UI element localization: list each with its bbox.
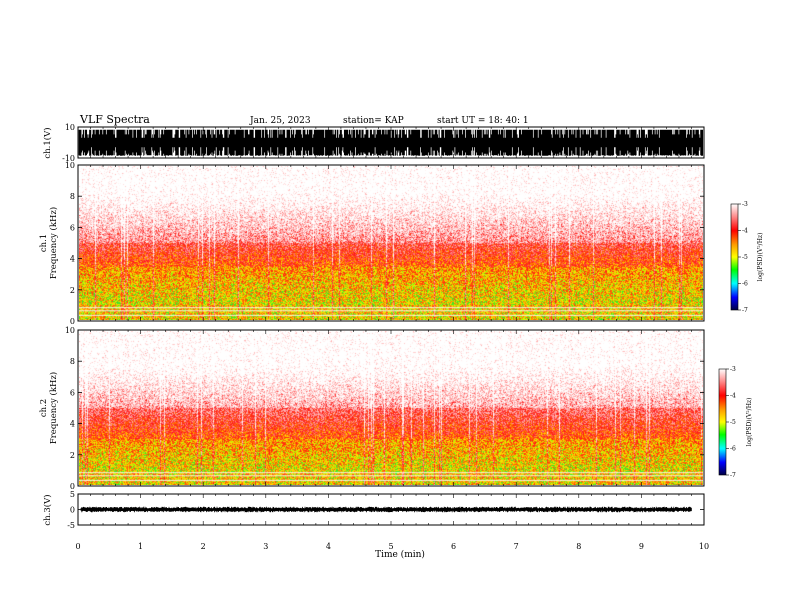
waveform-ch1-panel: 10 -10 ch.1(V) — [42, 123, 705, 163]
colorbar-tick-label: -5 — [742, 254, 748, 261]
ytick-label: -5 — [67, 521, 75, 530]
spectrogram-ch2-ylabel2: Frequency (kHz) — [48, 372, 59, 444]
ytick-label: 4 — [70, 420, 75, 429]
spectrogram-ch1-ylabel: ch.1 — [39, 234, 49, 252]
ytick-label: 8 — [70, 192, 75, 201]
xtick-label: 2 — [201, 542, 206, 551]
ytick-label: 6 — [70, 223, 75, 232]
spectrogram-ch2-yticks: 0 2 4 6 8 10 — [65, 326, 705, 491]
time-axis-label: Time (min) — [375, 549, 425, 560]
waveform-ch3-ylabel: ch.3(V) — [42, 494, 53, 525]
xtick-label: 7 — [514, 542, 519, 551]
colorbar-ch1-label: log(PSD)(V²/Hz) — [757, 233, 764, 282]
waveform-ch1-ylabel: ch.1(V) — [42, 127, 53, 158]
waveform-ch3-line — [80, 506, 692, 513]
xtick-label: 5 — [388, 542, 393, 551]
colorbar-tick-label: -7 — [742, 307, 748, 314]
xtick-label: 10 — [699, 542, 709, 551]
colorbar-tick-label: -3 — [742, 201, 748, 208]
xtick-label: 0 — [75, 542, 80, 551]
colorbar-ch2-ticks: -3 -4 -5 -6 -7 — [726, 366, 736, 479]
ytick-label: 0 — [70, 317, 75, 326]
ytick-label: 5 — [70, 490, 75, 499]
station-label: station= KAP — [343, 116, 404, 126]
colorbar-ch1 — [730, 203, 739, 311]
colorbar-tick-label: -7 — [730, 472, 736, 479]
ytick-label: -10 — [62, 154, 75, 163]
colorbar-ch2 — [718, 368, 727, 476]
waveform-ch1-yticks: 10 -10 — [62, 123, 705, 163]
spectrogram-ch1-ylabel2: Frequency (kHz) — [48, 207, 59, 279]
colorbar-tick-label: -3 — [730, 366, 736, 373]
ytick-label: 2 — [70, 286, 75, 295]
ytick-label: 2 — [70, 451, 75, 460]
ytick-label: 10 — [65, 161, 75, 170]
ytick-label: 8 — [70, 357, 75, 366]
spectrogram-ch2-ylabel: ch.2 — [39, 399, 49, 417]
waveform-ch3-panel: 5 0 -5 ch.3(V) — [42, 490, 705, 530]
xtick-label: 4 — [326, 542, 331, 551]
xtick-label: 8 — [576, 542, 581, 551]
time-axis-ticks: 0 1 2 3 4 5 6 7 8 9 10 — [75, 542, 709, 551]
colorbar-tick-label: -6 — [742, 281, 748, 288]
waveform-ch3-trace — [80, 506, 692, 513]
xtick-label: 1 — [138, 542, 143, 551]
spectrogram-ch1-yticks: 0 2 4 6 8 10 — [65, 161, 705, 326]
ytick-label: 10 — [65, 123, 75, 132]
ytick-label: 4 — [70, 255, 75, 264]
colorbar-tick-label: -6 — [730, 446, 736, 453]
colorbar-tick-label: -4 — [730, 393, 736, 400]
xtick-label: 9 — [639, 542, 644, 551]
waveform-ch3-yticks: 5 0 -5 — [67, 490, 705, 530]
spectrogram-ch2-image — [79, 331, 703, 485]
start-ut-label: start UT = 18: 40: 1 — [437, 116, 529, 126]
waveform-ch1-trace — [78, 129, 704, 156]
ytick-label: 0 — [70, 506, 75, 515]
spectrogram-ch1-image — [79, 166, 703, 320]
ytick-label: 0 — [70, 482, 75, 491]
colorbar-tick-label: -4 — [742, 228, 748, 235]
colorbar-ch2-label: log(PSD)(V²/Hz) — [746, 398, 753, 447]
colorbar-ch1-ticks: -3 -4 -5 -6 -7 — [738, 201, 748, 314]
ytick-label: 10 — [65, 326, 75, 335]
xtick-label: 6 — [451, 542, 456, 551]
colorbar-tick-label: -5 — [730, 419, 736, 426]
figure-title: VLF Spectra — [79, 113, 150, 126]
waveform-ch1-line — [78, 129, 704, 156]
date-label: Jan. 25, 2023 — [249, 116, 311, 126]
xtick-label: 3 — [263, 542, 268, 551]
ytick-label: 6 — [70, 388, 75, 397]
